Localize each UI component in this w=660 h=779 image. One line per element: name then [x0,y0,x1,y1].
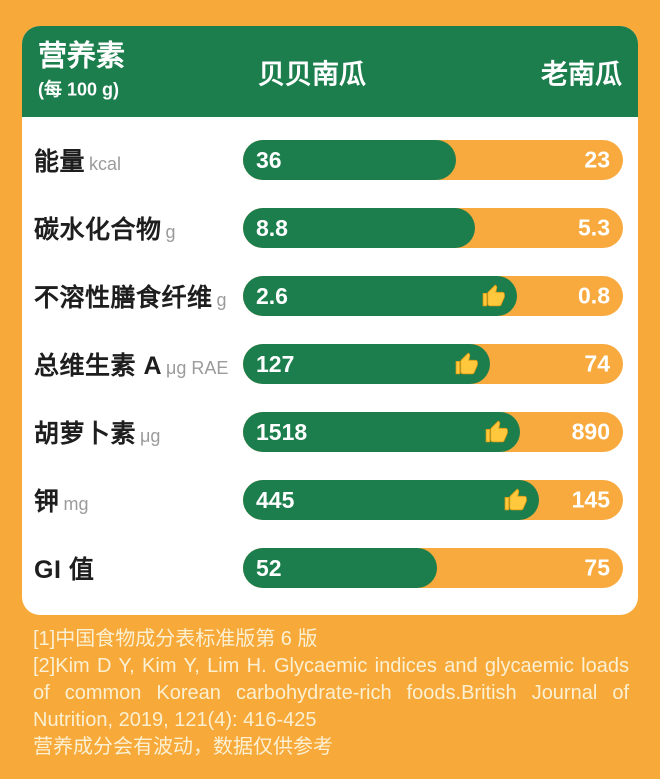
header-serving-label: (每 100 g) [38,79,120,100]
nutrient-unit: g [216,290,227,310]
nutrient-name: 不溶性膳食纤维 [34,284,213,312]
nutrient-row: 能量 kcal 23 36 [22,126,638,194]
nutrient-name: 总维生素 A [34,352,163,380]
nutrient-name: GI 值 [34,556,95,584]
footnote-source-2: [2]Kim D Y, Kim Y, Lim H. Glycaemic indi… [33,655,629,731]
beibei-bar-segment: 445 [243,480,540,520]
nutrient-label: 胡萝卜素 μg [34,414,243,450]
nutrient-rows: 能量 kcal 23 36 碳水化合物 g 5.3 8.8 [22,117,638,602]
beibei-bar-segment: 36 [243,140,456,180]
comparison-bar: 74 127 [243,344,623,384]
thumbs-up-icon [483,419,510,446]
nutrient-label: 碳水化合物 g [34,210,243,246]
old-pumpkin-value: 145 [571,486,610,513]
nutrient-label: 总维生素 A μg RAE [34,346,243,382]
nutrient-label: 不溶性膳食纤维 g [34,278,243,314]
old-pumpkin-value: 74 [584,350,610,377]
column-header-old-pumpkin: 老南瓜 [541,59,622,89]
old-pumpkin-value: 23 [584,146,610,173]
footnotes: [1]中国食物成分表标准版第 6 版 [2]Kim D Y, Kim Y, Li… [33,626,629,761]
old-pumpkin-value: 0.8 [578,282,610,309]
thumbs-up-icon [453,351,480,378]
nutrient-name: 胡萝卜素 [34,420,137,448]
comparison-bar: 0.8 2.6 [243,276,623,316]
nutrient-row: 不溶性膳食纤维 g 0.8 2.6 [22,262,638,330]
nutrient-name: 碳水化合物 [34,216,162,244]
nutrient-unit: μg RAE [166,358,229,378]
nutrient-label: 能量 kcal [34,142,243,178]
nutrient-row: 碳水化合物 g 5.3 8.8 [22,194,638,262]
header-nutrient-label: 营养素 [38,40,126,73]
comparison-bar: 75 52 [243,548,623,588]
footnote-disclaimer: 营养成分会有波动，数据仅供参考 [33,736,333,758]
old-pumpkin-value: 75 [584,554,610,581]
nutrient-row: 钾 mg 145 445 [22,466,638,534]
beibei-value: 8.8 [256,214,288,241]
beibei-value: 127 [256,350,295,377]
nutrient-row: 总维生素 A μg RAE 74 127 [22,330,638,398]
footnote-source-1: [1]中国食物成分表标准版第 6 版 [33,628,318,650]
nutrient-unit: μg [140,426,161,446]
beibei-value: 52 [256,554,282,581]
beibei-bar-segment: 52 [243,548,437,588]
beibei-bar-segment: 127 [243,344,490,384]
nutrient-row: 胡萝卜素 μg 890 1518 [22,398,638,466]
thumbs-up-icon [502,487,529,514]
header-nutrient-block: 营养素 (每 100 g) [38,40,126,102]
nutrition-card: 营养素 (每 100 g) 贝贝南瓜 老南瓜 能量 kcal 23 36 [22,26,638,615]
comparison-bar: 5.3 8.8 [243,208,623,248]
nutrient-name: 钾 [34,488,60,516]
nutrient-unit: mg [63,494,89,514]
beibei-value: 2.6 [256,282,288,309]
nutrient-unit: kcal [89,154,122,174]
nutrient-label: 钾 mg [34,482,243,518]
nutrient-row: GI 值 75 52 [22,534,638,602]
beibei-bar-segment: 8.8 [243,208,475,248]
old-pumpkin-value: 5.3 [578,214,610,241]
comparison-bar: 23 36 [243,140,623,180]
nutrient-label: GI 值 [34,550,243,586]
table-header: 营养素 (每 100 g) 贝贝南瓜 老南瓜 [22,26,638,117]
comparison-bar: 890 1518 [243,412,623,452]
nutrient-name: 能量 [34,148,86,176]
nutrient-unit: g [165,222,176,242]
column-header-beibei-pumpkin: 贝贝南瓜 [258,59,366,89]
beibei-value: 1518 [256,418,308,445]
beibei-bar-segment: 2.6 [243,276,517,316]
beibei-value: 36 [256,146,282,173]
thumbs-up-icon [480,283,507,310]
comparison-bar: 145 445 [243,480,623,520]
beibei-bar-segment: 1518 [243,412,521,452]
old-pumpkin-value: 890 [571,418,610,445]
beibei-value: 445 [256,486,295,513]
